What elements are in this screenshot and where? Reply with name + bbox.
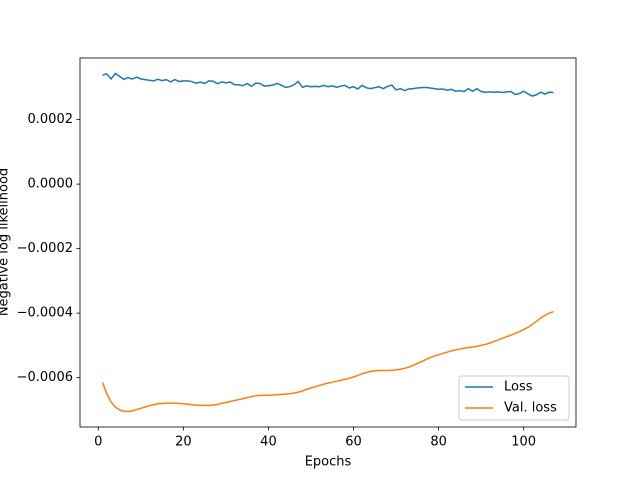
y-tick-label: 0.0000 xyxy=(28,177,74,192)
line-series xyxy=(102,72,554,97)
y-tick-label: 0.0002 xyxy=(28,112,74,127)
x-tick-label: 20 xyxy=(175,435,192,450)
x-tick-label: 40 xyxy=(260,435,277,450)
legend-label: Loss xyxy=(504,380,533,395)
line-series xyxy=(101,310,554,413)
y-tick-label: −0.0002 xyxy=(17,241,73,256)
x-tick-label: 100 xyxy=(511,435,536,450)
x-tick-label: 0 xyxy=(94,435,102,450)
y-axis-label: Negative log likelihood xyxy=(0,168,12,316)
y-tick-label: −0.0006 xyxy=(17,370,73,385)
plot-frame xyxy=(79,57,577,428)
x-axis-label: Epochs xyxy=(305,455,352,470)
y-tick-label: −0.0004 xyxy=(17,306,73,321)
x-tick-label: 80 xyxy=(430,435,447,450)
legend-label: Val. loss xyxy=(504,401,557,416)
x-tick-label: 60 xyxy=(345,435,362,450)
